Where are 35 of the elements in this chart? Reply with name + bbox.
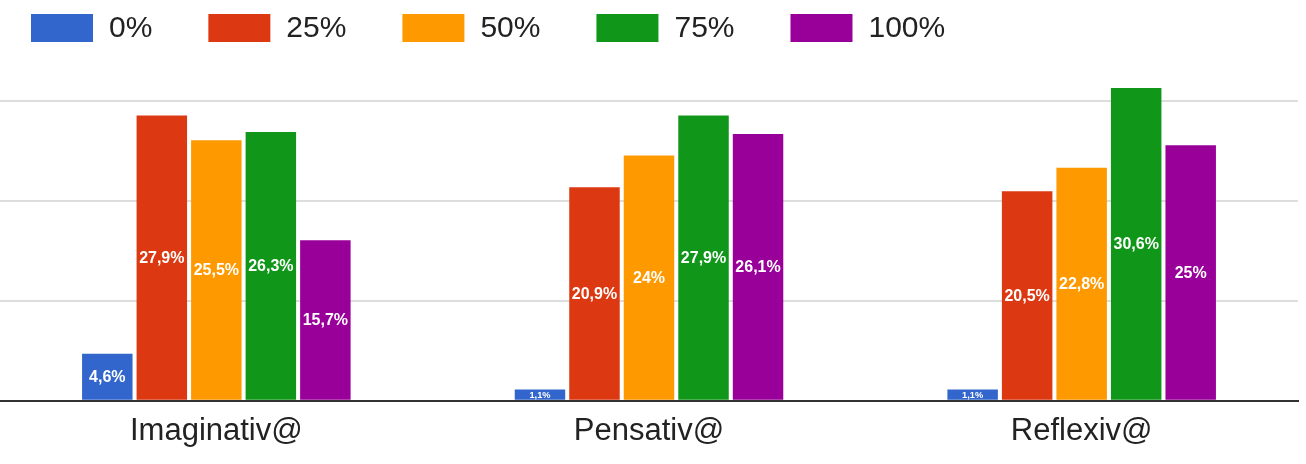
data-label: 30,6% [1113, 235, 1159, 253]
data-label: 1,1% [962, 390, 984, 401]
x-tick-label: Reflexiv@ [1010, 411, 1153, 447]
data-label: 1,1% [529, 390, 551, 401]
data-label: 4,6% [89, 368, 126, 386]
bar [136, 115, 188, 400]
data-label: 25% [1174, 263, 1207, 281]
bar [245, 131, 297, 400]
bar [623, 155, 675, 400]
legend-label: 25% [286, 10, 347, 44]
data-label: 27,9% [680, 249, 727, 267]
bar [732, 134, 784, 400]
data-label: 20,5% [1004, 286, 1050, 304]
data-label: 22,8% [1058, 275, 1105, 293]
data-label: 20,9% [571, 284, 618, 302]
bar [300, 240, 351, 400]
data-label: 26,1% [735, 258, 781, 276]
legend-label: 100% [868, 10, 946, 44]
bar [1110, 88, 1162, 400]
bar [569, 187, 620, 400]
bar [678, 115, 729, 400]
data-label: 26,3% [248, 257, 294, 275]
data-label: 15,7% [302, 311, 349, 329]
legend-label: 0% [109, 10, 153, 44]
data-label: 24% [632, 269, 666, 287]
legend-label: 75% [674, 10, 735, 44]
bar [191, 140, 242, 400]
data-label: 25,5% [193, 261, 240, 279]
bar [1056, 167, 1107, 400]
x-tick-label: Imaginativ@ [129, 411, 303, 447]
x-tick-label: Pensativ@ [573, 411, 725, 447]
legend-label: 50% [480, 10, 541, 44]
data-label: 27,9% [139, 249, 185, 267]
bar [1001, 191, 1053, 400]
bar [1165, 145, 1216, 400]
